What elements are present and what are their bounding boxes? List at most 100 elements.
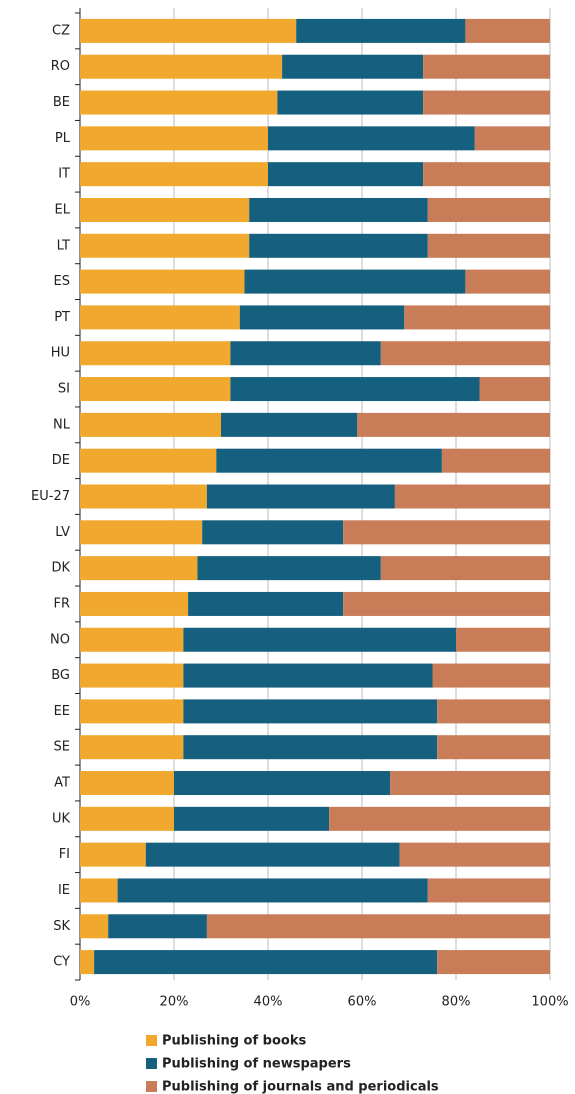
bar-segment	[80, 412, 221, 437]
bar-segment	[183, 627, 456, 652]
bar-segment	[80, 806, 174, 831]
bar-segment	[230, 341, 381, 366]
bar-segment	[244, 269, 466, 294]
bar-segment	[249, 233, 428, 258]
bar-segment	[427, 878, 550, 903]
x-tick-label: 20%	[160, 995, 189, 1010]
bar-segment	[432, 663, 550, 688]
y-tick-label: LT	[57, 238, 70, 253]
bar-segment	[183, 699, 438, 724]
bar-segment	[174, 806, 330, 831]
y-tick-label: BG	[51, 668, 70, 683]
bar-segment	[427, 233, 550, 258]
bar-segment	[423, 162, 550, 187]
bar-segment	[183, 735, 438, 760]
y-tick-label: EU-27	[31, 489, 70, 504]
bar-segment	[221, 412, 358, 437]
legend-label: Publishing of books	[162, 1034, 306, 1049]
y-tick-label: IT	[58, 167, 70, 182]
y-tick-label: CZ	[52, 23, 70, 38]
bar-segment	[80, 448, 217, 473]
bar-segment	[80, 341, 231, 366]
legend-label: Publishing of newspapers	[162, 1057, 351, 1072]
bar-segment	[80, 54, 283, 79]
y-tick-label: LV	[55, 525, 70, 540]
y-tick-label: RO	[51, 59, 70, 74]
bar-segment	[441, 448, 550, 473]
bar-segment	[188, 591, 344, 616]
legend-label: Publishing of journals and periodicals	[162, 1080, 439, 1094]
bar-segment	[206, 484, 395, 509]
bar-segment	[202, 520, 344, 545]
bar-segment	[145, 842, 400, 867]
bar-segment	[380, 556, 550, 581]
bar-segment	[80, 663, 184, 688]
bar-segment	[357, 412, 550, 437]
bar-segment	[404, 305, 550, 330]
y-tick-label: NO	[50, 632, 70, 647]
y-tick-label: AT	[54, 776, 70, 791]
bar-segment	[80, 305, 240, 330]
bar-segment	[249, 197, 428, 222]
x-tick-label: 60%	[348, 995, 377, 1010]
bar-segment	[80, 520, 203, 545]
bar-segment	[80, 126, 268, 151]
bar-segment	[343, 591, 550, 616]
bar-segment	[296, 18, 466, 43]
bar-segment	[268, 126, 475, 151]
bar-segment	[80, 197, 250, 222]
legend-swatch	[146, 1058, 157, 1069]
bar-segment	[216, 448, 442, 473]
bar-segment	[277, 90, 424, 115]
y-tick-label: FR	[53, 596, 70, 611]
bar-segment	[427, 197, 550, 222]
bar-segment	[80, 18, 297, 43]
x-tick-label: 80%	[442, 995, 471, 1010]
bar-segment	[183, 663, 433, 688]
bar-segment	[80, 90, 278, 115]
y-tick-label: ES	[54, 274, 70, 289]
bar-segment	[329, 806, 550, 831]
bar-segment	[80, 950, 95, 975]
bar-segment	[399, 842, 550, 867]
x-tick-label: 100%	[531, 995, 568, 1010]
y-tick-label: SI	[58, 382, 70, 397]
bar-segment	[282, 54, 424, 79]
bar-segment	[197, 556, 381, 581]
x-tick-label: 0%	[70, 995, 91, 1010]
legend-swatch	[146, 1081, 157, 1092]
y-tick-label: CY	[53, 955, 70, 970]
bar-segment	[465, 18, 550, 43]
bar-segment	[94, 950, 438, 975]
bar-segment	[437, 950, 550, 975]
y-tick-label: PT	[54, 310, 70, 325]
bar-segment	[80, 878, 118, 903]
bar-segment	[390, 771, 550, 796]
bar-segment	[268, 162, 424, 187]
bar-segment	[80, 269, 245, 294]
y-tick-label: FI	[59, 847, 70, 862]
bar-segment	[80, 377, 231, 402]
bar-segment	[394, 484, 550, 509]
bar-segment	[479, 377, 550, 402]
bar-segment	[80, 591, 189, 616]
y-tick-label: EL	[55, 202, 71, 217]
bar-segment	[80, 556, 198, 581]
bar-segment	[474, 126, 550, 151]
y-tick-label: SE	[54, 740, 70, 755]
bar-segment	[80, 233, 250, 258]
bar-segment	[80, 842, 146, 867]
bar-segment	[80, 162, 268, 187]
y-tick-label: BE	[53, 95, 70, 110]
y-tick-label: NL	[53, 417, 71, 432]
bar-segment	[174, 771, 391, 796]
bar-segment	[380, 341, 550, 366]
bar-segment	[343, 520, 550, 545]
bar-segment	[437, 735, 550, 760]
bar-segment	[437, 699, 550, 724]
y-tick-label: HU	[51, 346, 70, 361]
bar-segment	[117, 878, 428, 903]
bar-segment	[423, 90, 550, 115]
bar-segment	[80, 914, 109, 939]
